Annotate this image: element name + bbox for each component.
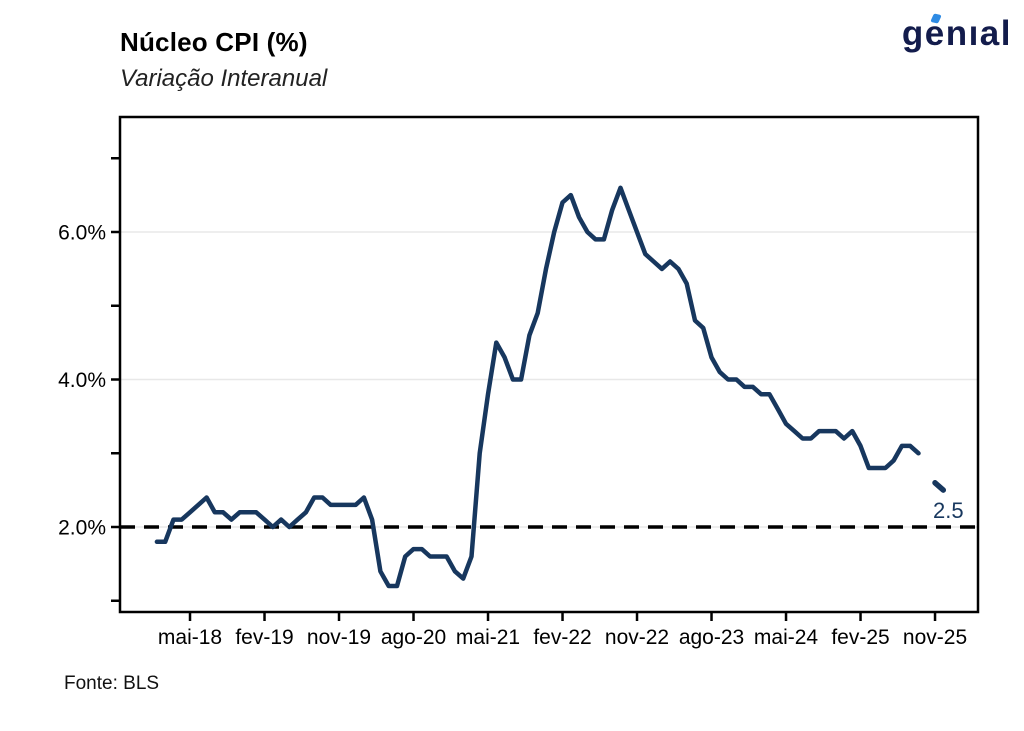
- x-tick-label: mai-24: [754, 626, 819, 649]
- x-tick-label: ago-23: [679, 626, 744, 649]
- last-value-label: 2.5: [933, 498, 964, 523]
- x-tick-label: fev-19: [235, 626, 293, 649]
- x-tick-label: fev-22: [533, 626, 591, 649]
- x-tick-label: mai-21: [456, 626, 520, 649]
- y-tick-label: 2.0%: [58, 517, 106, 540]
- y-tick-label: 6.0%: [58, 222, 106, 245]
- genial-logo-text: genıal: [901, 14, 1012, 53]
- chart-title: Núcleo CPI (%): [120, 27, 308, 57]
- plot-border: [118, 115, 980, 614]
- forecast-segment: [932, 480, 947, 493]
- genial-logo: genıal: [902, 6, 1012, 64]
- x-tick-label: mai-18: [158, 626, 222, 649]
- source-note: Fonte: BLS: [64, 673, 160, 694]
- x-tick-label: ago-20: [381, 626, 446, 649]
- x-tick-label: nov-22: [605, 626, 669, 649]
- y-tick-label: 4.0%: [58, 369, 106, 392]
- chart-subtitle: Variação Interanual: [120, 65, 328, 92]
- cpi-line: [154, 185, 921, 589]
- x-tick-label: nov-19: [307, 626, 371, 649]
- x-tick-label: nov-25: [903, 626, 967, 649]
- x-tick-label: fev-25: [831, 626, 889, 649]
